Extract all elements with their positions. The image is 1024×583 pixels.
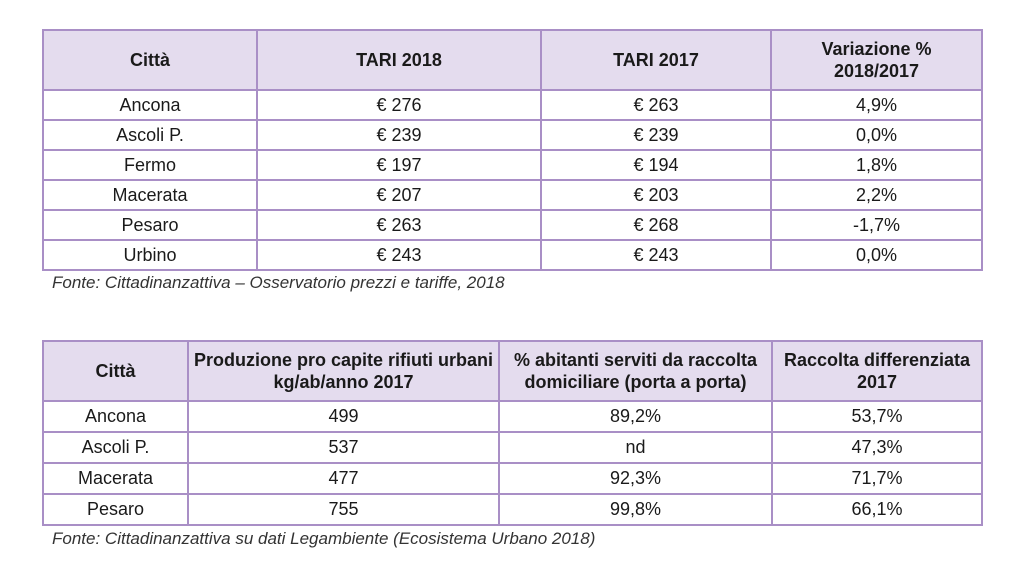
- tari-2018-cell: € 207: [256, 179, 542, 211]
- tari-2018-cell: € 239: [256, 119, 542, 151]
- variation-cell: 0,0%: [770, 119, 983, 151]
- differentiated-cell: 66,1%: [771, 493, 983, 526]
- waste-table: Città Produzione pro capite rifiuti urba…: [42, 340, 983, 526]
- variation-cell: -1,7%: [770, 209, 983, 241]
- tari-2017-cell: € 268: [540, 209, 772, 241]
- table-row: Pesaro € 263 € 268 -1,7%: [42, 209, 983, 241]
- served-cell: nd: [498, 431, 773, 464]
- tari-2017-cell: € 194: [540, 149, 772, 181]
- tari-table: Città TARI 2018 TARI 2017 Variazione % 2…: [42, 29, 983, 271]
- table-row: Macerata € 207 € 203 2,2%: [42, 179, 983, 211]
- header-produzione: Produzione pro capite rifiuti urbani kg/…: [187, 340, 500, 402]
- served-cell: 92,3%: [498, 462, 773, 495]
- city-cell: Macerata: [42, 462, 189, 495]
- table-row: Urbino € 243 € 243 0,0%: [42, 239, 983, 271]
- header-variazione-text: Variazione % 2018/2017: [821, 39, 932, 81]
- production-cell: 477: [187, 462, 500, 495]
- differentiated-cell: 53,7%: [771, 400, 983, 433]
- table-row: Pesaro 755 99,8% 66,1%: [42, 493, 983, 526]
- variation-cell: 4,9%: [770, 89, 983, 121]
- header-tari-2018: TARI 2018: [256, 29, 542, 91]
- city-cell: Ascoli P.: [42, 431, 189, 464]
- variation-cell: 1,8%: [770, 149, 983, 181]
- city-cell: Fermo: [42, 149, 258, 181]
- city-cell: Pesaro: [42, 493, 189, 526]
- production-cell: 537: [187, 431, 500, 464]
- header-tari-2017: TARI 2017: [540, 29, 772, 91]
- city-cell: Pesaro: [42, 209, 258, 241]
- source-note-2: Fonte: Cittadinanzattiva su dati Legambi…: [52, 529, 596, 548]
- header-abitanti-serviti: % abitanti serviti da raccolta domicilia…: [498, 340, 773, 402]
- header-raccolta-differenziata-text: Raccolta differenziata 2017: [783, 350, 971, 392]
- city-cell: Urbino: [42, 239, 258, 271]
- tari-2018-cell: € 263: [256, 209, 542, 241]
- city-cell: Macerata: [42, 179, 258, 211]
- tari-2018-cell: € 276: [256, 89, 542, 121]
- header-produzione-text: Produzione pro capite rifiuti urbani kg/…: [193, 350, 493, 392]
- table-row: Ascoli P. € 239 € 239 0,0%: [42, 119, 983, 151]
- variation-cell: 0,0%: [770, 239, 983, 271]
- header-abitanti-serviti-text: % abitanti serviti da raccolta domicilia…: [513, 350, 758, 392]
- header-variazione: Variazione % 2018/2017: [770, 29, 983, 91]
- served-cell: 99,8%: [498, 493, 773, 526]
- variation-cell: 2,2%: [770, 179, 983, 211]
- source-note-1: Fonte: Cittadinanzattiva – Osservatorio …: [52, 273, 505, 292]
- city-cell: Ancona: [42, 400, 189, 433]
- tari-2017-cell: € 239: [540, 119, 772, 151]
- header-raccolta-differenziata: Raccolta differenziata 2017: [771, 340, 983, 402]
- tari-2017-cell: € 203: [540, 179, 772, 211]
- differentiated-cell: 71,7%: [771, 462, 983, 495]
- table-header-row: Città Produzione pro capite rifiuti urba…: [42, 340, 983, 402]
- table-row: Ascoli P. 537 nd 47,3%: [42, 431, 983, 464]
- differentiated-cell: 47,3%: [771, 431, 983, 464]
- header-citta: Città: [42, 29, 258, 91]
- table-row: Ancona € 276 € 263 4,9%: [42, 89, 983, 121]
- tari-2018-cell: € 243: [256, 239, 542, 271]
- table-header-row: Città TARI 2018 TARI 2017 Variazione % 2…: [42, 29, 983, 91]
- city-cell: Ancona: [42, 89, 258, 121]
- table-row: Ancona 499 89,2% 53,7%: [42, 400, 983, 433]
- production-cell: 755: [187, 493, 500, 526]
- table-row: Macerata 477 92,3% 71,7%: [42, 462, 983, 495]
- table-row: Fermo € 197 € 194 1,8%: [42, 149, 983, 181]
- city-cell: Ascoli P.: [42, 119, 258, 151]
- tari-2017-cell: € 263: [540, 89, 772, 121]
- production-cell: 499: [187, 400, 500, 433]
- served-cell: 89,2%: [498, 400, 773, 433]
- tari-2018-cell: € 197: [256, 149, 542, 181]
- tari-2017-cell: € 243: [540, 239, 772, 271]
- header-citta: Città: [42, 340, 189, 402]
